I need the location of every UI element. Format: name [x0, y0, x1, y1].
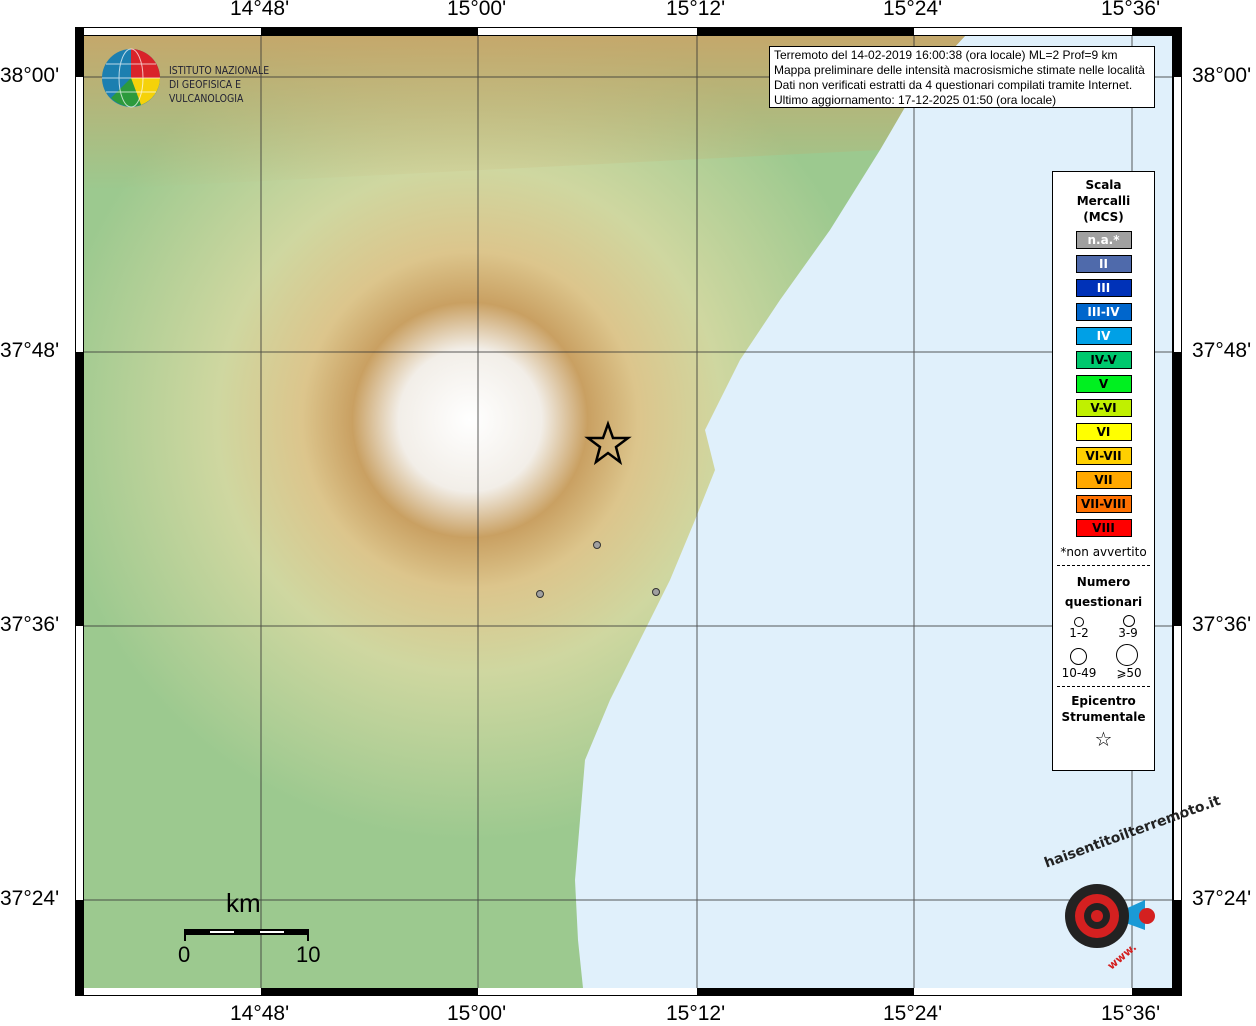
count-label: ⩾50: [1116, 666, 1142, 680]
count-title: questionari: [1064, 595, 1143, 609]
lat-label: 38°00': [0, 64, 60, 87]
epicenter-title: Strumentale: [1061, 710, 1146, 724]
count-title: Numero: [1076, 575, 1131, 589]
legend-title: Scala: [1085, 178, 1122, 192]
lat-label: 37°48': [0, 339, 60, 362]
lon-label: 14°48': [230, 0, 290, 20]
scale-unit: km: [226, 888, 261, 918]
intensity-swatch: II: [1075, 255, 1132, 273]
lat-label: 37°48': [1192, 339, 1252, 362]
intensity-swatch: V: [1075, 375, 1132, 393]
intensity-swatch: n.a.*: [1075, 231, 1132, 249]
intensity-swatch: IV: [1075, 327, 1132, 345]
lat-label: 38°00': [1192, 64, 1252, 87]
epicenter-title: Epicentro: [1071, 694, 1136, 708]
intensity-swatch: VIII: [1075, 519, 1132, 537]
intensity-swatch: VI-VII: [1075, 447, 1132, 465]
scale-max: 10: [296, 942, 321, 967]
lon-label: 15°12': [666, 1002, 726, 1025]
logo-line2: DI GEOFISICA E VULCANOLOGIA: [169, 78, 244, 105]
size-1-2-icon: [1074, 617, 1084, 627]
observation-point[interactable]: [593, 541, 601, 549]
lon-label: 15°00': [447, 1002, 507, 1025]
land: [84, 36, 965, 988]
count-label: 3-9: [1118, 626, 1138, 640]
size-10-49-icon: [1070, 648, 1087, 665]
intensity-swatch: III: [1075, 279, 1132, 297]
intensity-swatch: V-VI: [1075, 399, 1132, 417]
intensity-swatch: VI: [1075, 423, 1132, 441]
lat-label: 37°36': [1192, 613, 1252, 636]
intensity-swatch: VII-VIII: [1075, 495, 1132, 513]
legend-title: (MCS): [1083, 210, 1124, 224]
target-icon: [1065, 884, 1155, 948]
ingv-logo: ISTITUTO NAZIONALE DI GEOFISICA E VULCAN…: [101, 48, 321, 108]
scale-bar: km 0 10: [178, 888, 321, 968]
scale-min: 0: [178, 942, 191, 967]
lon-label: 15°36': [1101, 1002, 1161, 1025]
star-icon: ☆: [1094, 727, 1113, 751]
lon-label: 15°24': [883, 1002, 943, 1025]
map-canvas[interactable]: [84, 36, 1172, 988]
observation-point[interactable]: [652, 588, 660, 596]
legend-note: *non avvertito: [1060, 545, 1147, 559]
star-icon[interactable]: [584, 420, 632, 466]
frame-ticks: [75, 27, 1182, 996]
intensity-swatch: IV-V: [1075, 351, 1132, 369]
lon-label: 15°24': [883, 0, 943, 20]
lon-label: 15°36': [1101, 0, 1161, 20]
legend: Scala Mercalli (MCS) n.a.* II III III-IV IV I…: [1052, 171, 1155, 771]
data-note: Dati non verificati estratti da 4 questi…: [774, 78, 1133, 92]
globe-icon: [102, 48, 160, 108]
size-3-9-icon: [1123, 615, 1135, 627]
observation-point[interactable]: [536, 590, 544, 598]
lon-label: 15°00': [447, 0, 507, 20]
legend-title: Mercalli: [1076, 194, 1131, 208]
last-update: Ultimo aggiornamento: 17-12-2025 01:50 (…: [774, 93, 1057, 107]
lat-label: 37°36': [0, 613, 60, 636]
count-label: 1-2: [1069, 626, 1089, 640]
event-line: Terremoto del 14-02-2019 16:00:38 (ora l…: [774, 48, 1118, 62]
intensity-swatch: VII: [1075, 471, 1132, 489]
lon-label: 14°48': [230, 1002, 290, 1025]
lon-label: 15°12': [666, 0, 726, 20]
map-description: Mappa preliminare delle intensità macros…: [774, 63, 1145, 77]
northern-mountains: [84, 36, 965, 190]
intensity-swatch: III-IV: [1075, 303, 1132, 321]
haisentito-logo[interactable]: haisentitoilterremoto.it www.: [1035, 793, 1222, 978]
event-info-box: Terremoto del 14-02-2019 16:00:38 (ora l…: [769, 46, 1155, 108]
size-50-icon: [1116, 644, 1138, 666]
count-label: 10-49: [1061, 666, 1097, 680]
logo-line1: ISTITUTO NAZIONALE: [169, 64, 270, 77]
lat-label: 37°24': [1192, 887, 1252, 910]
lat-label: 37°24': [0, 887, 60, 910]
